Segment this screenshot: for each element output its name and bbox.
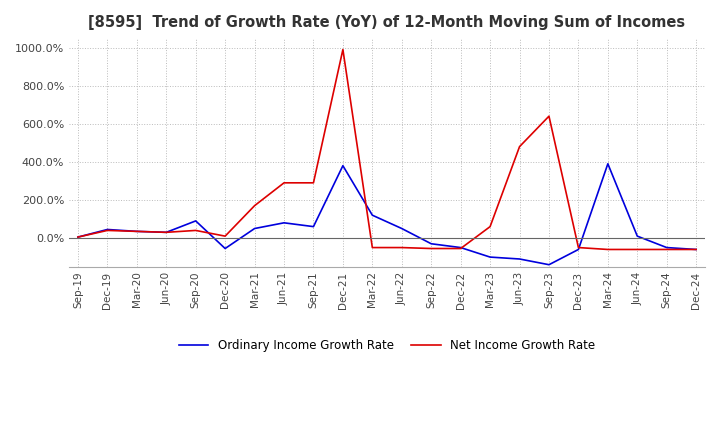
Legend: Ordinary Income Growth Rate, Net Income Growth Rate: Ordinary Income Growth Rate, Net Income …	[174, 334, 600, 357]
Net Income Growth Rate	[397, 245, 406, 250]
Net Income Growth Rate	[103, 228, 112, 233]
Ordinary Income Growth Rate	[73, 235, 82, 240]
Net Income Growth Rate	[251, 203, 259, 208]
Ordinary Income Growth Rate	[486, 254, 495, 260]
Ordinary Income Growth Rate	[427, 241, 436, 246]
Ordinary Income Growth Rate	[662, 245, 671, 250]
Net Income Growth Rate	[132, 229, 141, 234]
Ordinary Income Growth Rate	[516, 257, 524, 262]
Net Income Growth Rate	[456, 246, 465, 251]
Ordinary Income Growth Rate	[692, 247, 701, 252]
Ordinary Income Growth Rate	[338, 163, 347, 169]
Ordinary Income Growth Rate	[251, 226, 259, 231]
Net Income Growth Rate	[662, 247, 671, 252]
Line: Net Income Growth Rate: Net Income Growth Rate	[78, 50, 696, 249]
Ordinary Income Growth Rate	[368, 213, 377, 218]
Net Income Growth Rate	[338, 47, 347, 52]
Ordinary Income Growth Rate	[162, 230, 171, 235]
Ordinary Income Growth Rate	[397, 226, 406, 231]
Ordinary Income Growth Rate	[221, 246, 230, 251]
Ordinary Income Growth Rate	[603, 161, 612, 166]
Net Income Growth Rate	[162, 230, 171, 235]
Ordinary Income Growth Rate	[279, 220, 288, 225]
Net Income Growth Rate	[192, 228, 200, 233]
Line: Ordinary Income Growth Rate: Ordinary Income Growth Rate	[78, 164, 696, 265]
Net Income Growth Rate	[603, 247, 612, 252]
Ordinary Income Growth Rate	[574, 247, 582, 252]
Title: [8595]  Trend of Growth Rate (YoY) of 12-Month Moving Sum of Incomes: [8595] Trend of Growth Rate (YoY) of 12-…	[89, 15, 685, 30]
Ordinary Income Growth Rate	[192, 218, 200, 224]
Ordinary Income Growth Rate	[132, 229, 141, 234]
Net Income Growth Rate	[486, 224, 495, 229]
Net Income Growth Rate	[692, 247, 701, 252]
Net Income Growth Rate	[368, 245, 377, 250]
Net Income Growth Rate	[516, 144, 524, 149]
Ordinary Income Growth Rate	[456, 245, 465, 250]
Net Income Growth Rate	[73, 235, 82, 240]
Net Income Growth Rate	[279, 180, 288, 186]
Net Income Growth Rate	[574, 245, 582, 250]
Net Income Growth Rate	[544, 114, 553, 119]
Net Income Growth Rate	[309, 180, 318, 186]
Ordinary Income Growth Rate	[309, 224, 318, 229]
Ordinary Income Growth Rate	[544, 262, 553, 268]
Ordinary Income Growth Rate	[103, 227, 112, 232]
Net Income Growth Rate	[221, 234, 230, 239]
Net Income Growth Rate	[633, 247, 642, 252]
Ordinary Income Growth Rate	[633, 234, 642, 239]
Net Income Growth Rate	[427, 246, 436, 251]
